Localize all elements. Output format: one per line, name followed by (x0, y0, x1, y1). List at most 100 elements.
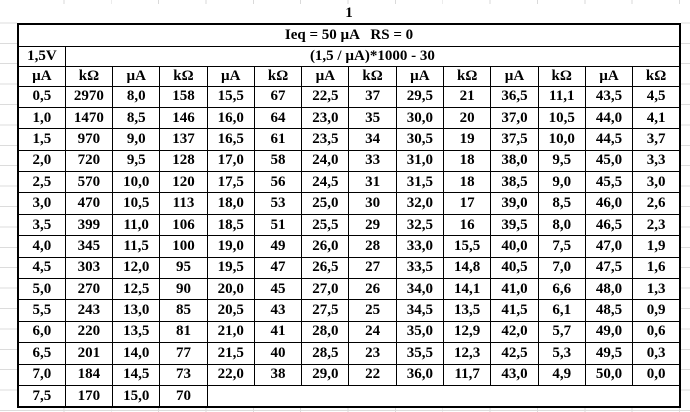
data-cell[interactable]: 10,0 (112, 171, 161, 194)
column-header-cell[interactable]: kΩ (159, 65, 208, 87)
data-cell[interactable]: 18 (443, 171, 492, 194)
data-cell[interactable]: 1,6 (632, 256, 681, 280)
data-cell[interactable]: 8,5 (112, 106, 161, 130)
data-cell[interactable]: 31 (348, 171, 397, 194)
data-cell[interactable]: 12,9 (443, 320, 492, 344)
data-cell[interactable]: 5,7 (537, 320, 586, 344)
data-cell[interactable]: 970 (64, 128, 114, 151)
formula-cell[interactable]: (1,5 / µA)*1000 - 30 (64, 45, 681, 67)
column-header-cell[interactable]: µA (584, 65, 634, 87)
data-cell[interactable]: 2,6 (632, 192, 681, 215)
data-cell[interactable]: 17,5 (206, 171, 255, 194)
data-cell[interactable]: 45 (253, 278, 303, 301)
data-cell[interactable]: 570 (64, 171, 114, 194)
data-cell[interactable]: 21,5 (206, 342, 255, 365)
data-cell[interactable]: 13,5 (443, 299, 492, 322)
data-cell[interactable]: 20 (443, 106, 492, 130)
data-cell[interactable]: 8,0 (537, 213, 586, 237)
data-cell[interactable]: 51 (253, 213, 303, 237)
data-cell[interactable]: 31,0 (395, 149, 445, 173)
data-cell[interactable]: 0,3 (632, 342, 681, 365)
data-cell[interactable]: 20,5 (206, 299, 255, 322)
data-cell[interactable]: 11,0 (112, 213, 161, 237)
data-cell[interactable]: 35,0 (395, 320, 445, 344)
data-cell[interactable]: 34,0 (395, 278, 445, 301)
data-cell[interactable]: 0,9 (632, 299, 681, 322)
column-header-cell[interactable]: µA (206, 65, 255, 87)
data-cell[interactable]: 33,5 (395, 256, 445, 280)
data-cell[interactable]: 49,0 (584, 320, 634, 344)
data-cell[interactable]: 19,5 (206, 256, 255, 280)
table-title-cell[interactable]: Ieq = 50 µA RS = 0 (17, 23, 681, 47)
data-cell[interactable]: 0,6 (632, 320, 681, 344)
data-cell[interactable]: 36,0 (395, 363, 445, 386)
column-header-cell[interactable]: kΩ (253, 65, 303, 87)
data-cell[interactable]: 2,5 (17, 171, 66, 194)
data-cell[interactable]: 2,0 (17, 149, 66, 173)
data-cell[interactable]: 77 (159, 342, 208, 365)
data-cell[interactable]: 50,0 (584, 363, 634, 386)
data-cell[interactable]: 8,5 (537, 192, 586, 215)
data-cell[interactable]: 42,5 (490, 342, 539, 365)
data-cell[interactable]: 25 (348, 299, 397, 322)
data-cell[interactable]: 10,5 (537, 106, 586, 130)
data-cell[interactable]: 22,0 (206, 363, 255, 386)
data-cell[interactable]: 303 (64, 256, 114, 280)
data-cell[interactable]: 33 (348, 149, 397, 173)
data-cell[interactable]: 7,0 (537, 256, 586, 280)
data-cell[interactable]: 11,5 (112, 235, 161, 258)
data-cell[interactable]: 5,0 (17, 278, 66, 301)
data-cell[interactable]: 4,9 (537, 363, 586, 386)
data-cell[interactable]: 0,0 (632, 363, 681, 386)
data-cell[interactable]: 42,0 (490, 320, 539, 344)
data-cell[interactable]: 243 (64, 299, 114, 322)
data-cell[interactable]: 16,0 (206, 106, 255, 130)
data-cell[interactable]: 22,5 (301, 85, 350, 108)
data-cell[interactable]: 3,5 (17, 213, 66, 237)
data-cell[interactable]: 43,0 (490, 363, 539, 386)
data-cell[interactable]: 16 (443, 213, 492, 237)
data-cell[interactable]: 1,9 (632, 235, 681, 258)
data-cell[interactable]: 6,6 (537, 278, 586, 301)
data-cell[interactable]: 6,1 (537, 299, 586, 322)
data-cell[interactable]: 28 (348, 235, 397, 258)
data-cell[interactable]: 44,0 (584, 106, 634, 130)
data-cell[interactable]: 23,0 (301, 106, 350, 130)
data-cell[interactable]: 27,0 (301, 278, 350, 301)
data-cell[interactable]: 38,5 (490, 171, 539, 194)
data-cell[interactable]: 19 (443, 128, 492, 151)
data-cell[interactable]: 15,0 (112, 384, 161, 408)
data-cell[interactable]: 113 (159, 192, 208, 215)
data-cell[interactable]: 2,3 (632, 213, 681, 237)
data-cell[interactable]: 70 (159, 384, 208, 408)
data-cell[interactable]: 7,5 (17, 384, 66, 408)
data-cell[interactable]: 158 (159, 85, 208, 108)
data-cell[interactable]: 49 (253, 235, 303, 258)
data-cell[interactable]: 220 (64, 320, 114, 344)
data-cell[interactable]: 40,0 (490, 235, 539, 258)
data-cell[interactable]: 270 (64, 278, 114, 301)
data-cell[interactable]: 33,0 (395, 235, 445, 258)
data-cell[interactable]: 184 (64, 363, 114, 386)
data-cell[interactable]: 21 (443, 85, 492, 108)
data-cell[interactable]: 28,5 (301, 342, 350, 365)
data-cell[interactable]: 137 (159, 128, 208, 151)
data-cell[interactable]: 19,0 (206, 235, 255, 258)
data-cell[interactable]: 10,0 (537, 128, 586, 151)
data-cell[interactable]: 26,0 (301, 235, 350, 258)
data-cell[interactable]: 14,8 (443, 256, 492, 280)
data-cell[interactable]: 12,3 (443, 342, 492, 365)
data-cell[interactable]: 4,5 (632, 85, 681, 108)
data-cell[interactable]: 9,0 (112, 128, 161, 151)
column-header-cell[interactable]: µA (490, 65, 539, 87)
data-cell[interactable]: 11,7 (443, 363, 492, 386)
data-cell[interactable]: 37 (348, 85, 397, 108)
data-cell[interactable]: 81 (159, 320, 208, 344)
data-cell[interactable]: 5,3 (537, 342, 586, 365)
data-cell[interactable]: 15,5 (206, 85, 255, 108)
column-header-cell[interactable]: µA (17, 65, 66, 87)
data-cell[interactable]: 95 (159, 256, 208, 280)
data-cell[interactable]: 21,0 (206, 320, 255, 344)
data-cell[interactable]: 26,5 (301, 256, 350, 280)
data-cell[interactable]: 3,0 (632, 171, 681, 194)
